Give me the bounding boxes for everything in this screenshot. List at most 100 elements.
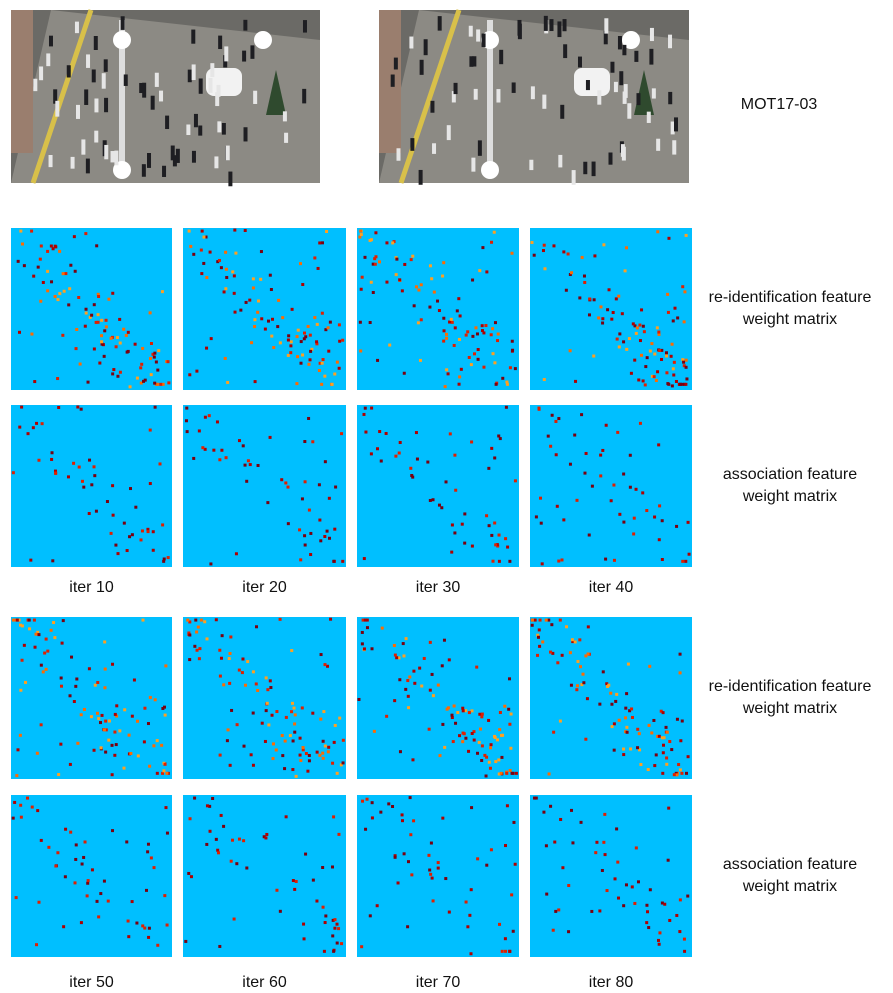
matrix-cell [242,839,246,843]
matrix-cell [359,349,363,353]
matrix-cell [551,651,555,655]
matrix-cell [127,733,131,737]
photo-person [530,86,535,100]
matrix-cell [368,321,372,325]
matrix-cell [147,935,151,939]
matrix-cell [140,529,144,533]
matrix-cell [650,374,654,378]
matrix-cell [638,339,642,343]
matrix-cell [635,326,639,330]
matrix-cell [554,453,558,457]
matrix-cell [197,429,201,433]
matrix-cell [88,315,92,319]
matrix-cell [96,292,100,296]
matrix-cell [87,667,91,671]
matrix-cell [496,339,500,343]
matrix-cell [153,405,157,409]
matrix-cell [371,262,375,266]
photo-person [221,122,226,135]
matrix-cell [332,559,336,563]
matrix-cell [334,485,338,489]
matrix-cell [118,370,122,374]
photo-person [610,61,615,73]
matrix-cell [560,653,564,657]
matrix-cell [376,358,380,362]
matrix-cell [547,772,551,776]
matrix-cell [115,704,119,708]
matrix-cell [164,806,168,810]
matrix-cell [573,640,577,644]
matrix-cell [256,310,260,314]
matrix-cell [126,330,130,334]
photo-person [476,29,481,42]
matrix-cell [650,342,654,346]
matrix-cell [315,342,319,346]
matrix-cell [130,900,134,904]
matrix-cell [609,499,613,503]
matrix-cell [31,426,35,430]
matrix-cell [590,909,594,913]
matrix-cell [141,924,145,928]
photo-person [225,145,230,161]
matrix-cell [615,337,619,341]
matrix-cell [552,730,556,734]
photo-person [583,161,588,175]
matrix-cell [633,324,637,328]
matrix-cell [307,753,311,757]
photo-person [418,169,423,185]
matrix-cell [269,686,273,690]
matrix-cell [62,289,66,293]
matrix-cell [571,841,575,845]
matrix-cell [143,706,147,710]
matrix-cell [586,652,590,656]
matrix-cell [464,333,468,337]
matrix-cell [498,711,502,715]
matrix-cell [70,655,74,659]
matrix-cell [219,656,223,660]
matrix-cell [330,865,334,869]
photo-person [390,74,395,87]
photo-lamp-pole [119,20,125,173]
matrix-cell [56,377,60,381]
matrix-cell [469,888,473,892]
matrix-cell [232,291,236,295]
matrix-cell [648,349,652,353]
matrix-cell [228,763,232,767]
matrix-cell [148,764,152,768]
matrix-cell [385,280,389,284]
matrix-cell [333,926,337,930]
matrix-cell [79,407,83,411]
matrix-cell [286,522,290,526]
matrix-cell [549,444,553,448]
matrix-cell [39,244,43,248]
photo-person [191,64,196,81]
weight-matrix [183,795,346,957]
matrix-cell [504,537,508,541]
scene-photo [11,9,320,187]
matrix-cell [216,260,220,264]
matrix-cell [148,695,152,699]
matrix-cell [333,527,337,531]
matrix-cell [186,618,190,622]
matrix-cell [441,722,445,726]
matrix-cell [488,766,492,770]
matrix-cell [159,382,163,386]
matrix-cell [466,330,470,334]
matrix-cell [100,340,104,344]
matrix-cell [444,877,448,881]
matrix-cell [335,771,339,775]
matrix-cell [162,769,166,773]
matrix-cell [256,463,260,467]
matrix-cell [340,942,344,946]
matrix-cell [616,860,620,864]
matrix-cell [133,342,137,346]
photo-person [481,33,486,48]
matrix-cell [666,310,670,314]
matrix-cell [397,656,401,660]
matrix-cell [485,755,489,759]
matrix-cell [253,325,257,329]
matrix-cell [388,343,392,347]
matrix-cell [681,285,685,289]
matrix-cell [369,452,373,456]
